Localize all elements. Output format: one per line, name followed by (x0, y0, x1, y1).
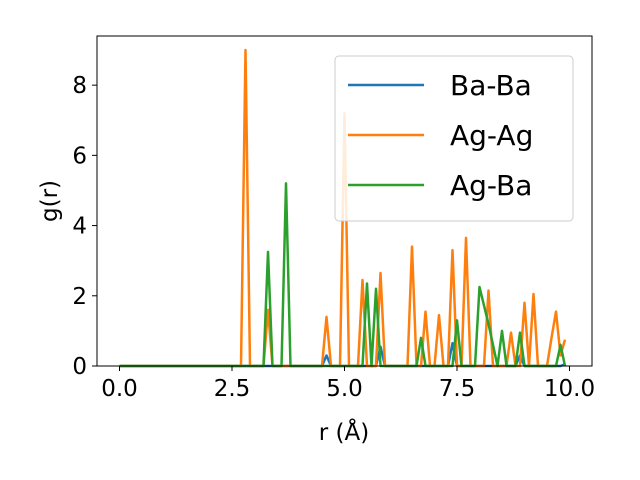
y-tick-label: 8 (72, 73, 87, 99)
x-tick-label: 2.5 (214, 376, 251, 402)
x-tick-label: 10.0 (544, 376, 595, 402)
legend-items: Ba-Ba Ag-Ag Ag-Ba (348, 69, 533, 202)
x-tick-label: 0.0 (101, 376, 138, 402)
y-tick-label: 4 (72, 214, 87, 240)
legend-label-ba-ba: Ba-Ba (450, 69, 532, 102)
x-axis-title: r (Å) (319, 418, 369, 446)
x-tick-label: 5.0 (326, 376, 363, 402)
x-ticks: 0.0 2.5 5.0 7.5 10.0 (101, 366, 595, 402)
x-tick-label: 7.5 (439, 376, 476, 402)
y-tick-label: 2 (72, 284, 87, 310)
y-axis-title: g(r) (37, 180, 63, 222)
legend-label-ag-ag: Ag-Ag (450, 119, 533, 152)
y-tick-label: 6 (72, 143, 87, 169)
y-ticks: 0 2 4 6 8 (72, 73, 97, 380)
legend-box (334, 55, 574, 222)
legend: Ba-Ba Ag-Ag Ag-Ba (334, 55, 574, 222)
y-tick-label: 0 (72, 354, 87, 380)
legend-label-ag-ba: Ag-Ba (450, 169, 532, 202)
